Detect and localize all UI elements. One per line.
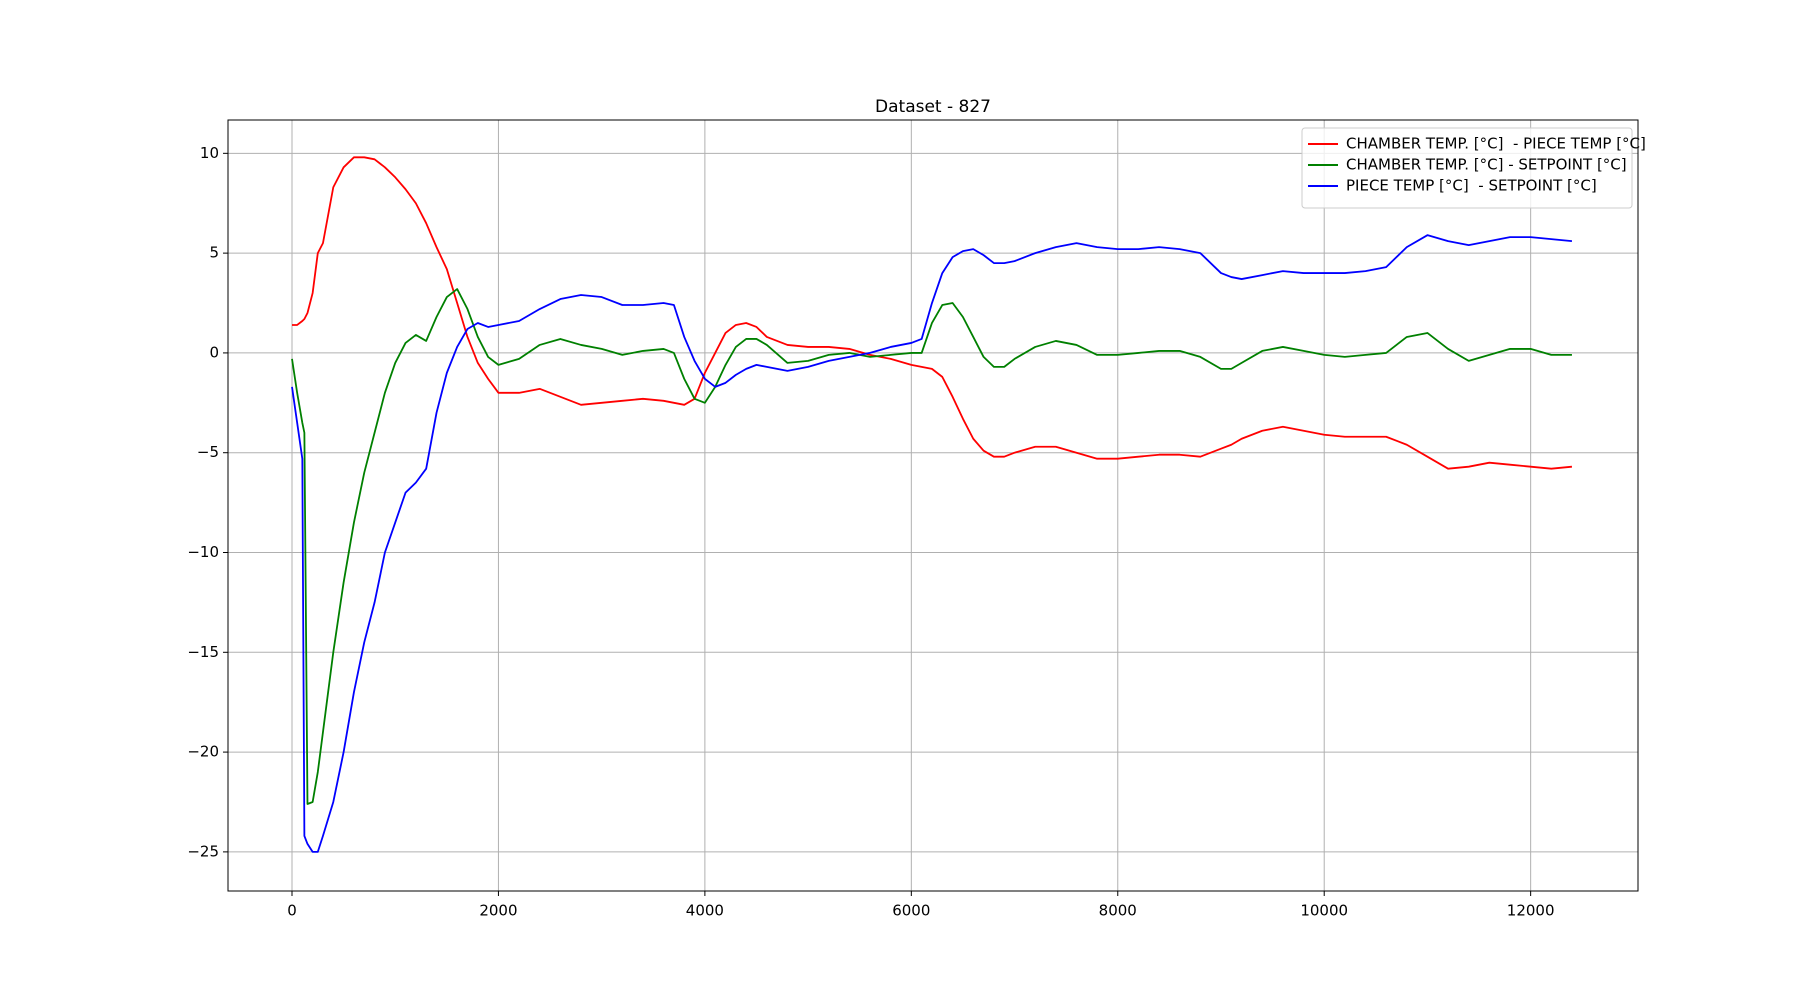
x-tick-label: 10000 bbox=[1300, 902, 1348, 920]
y-tick-label: −5 bbox=[197, 443, 219, 461]
y-tick-label: −20 bbox=[187, 743, 219, 761]
plot-frame bbox=[227, 119, 1639, 892]
data-line bbox=[291, 234, 1573, 853]
x-tick-label: 0 bbox=[287, 902, 297, 920]
data-line bbox=[292, 156, 1573, 470]
y-tick-label: −15 bbox=[187, 643, 219, 661]
x-tick-label: 4000 bbox=[686, 902, 724, 920]
y-tick-label: 5 bbox=[209, 244, 219, 262]
chart-title: Dataset - 827 bbox=[875, 97, 991, 117]
x-tick-label: 12000 bbox=[1507, 902, 1555, 920]
legend-label: CHAMBER TEMP. [°C] - SETPOINT [°C] bbox=[1346, 156, 1627, 174]
legend-box bbox=[1301, 127, 1633, 209]
y-tick-label: −25 bbox=[187, 842, 219, 860]
y-tick-label: −10 bbox=[187, 543, 219, 561]
y-tick-label: 10 bbox=[200, 144, 219, 162]
data-line bbox=[291, 288, 1572, 805]
x-tick-label: 8000 bbox=[1099, 902, 1137, 920]
x-tick-label: 2000 bbox=[479, 902, 517, 920]
legend: CHAMBER TEMP. [°C] - PIECE TEMP [°C] CHAM… bbox=[1301, 127, 1646, 209]
x-tick-label: 6000 bbox=[892, 902, 930, 920]
legend-label: PIECE TEMP [°C] - SETPOINT [°C] bbox=[1346, 177, 1597, 195]
legend-label: CHAMBER TEMP. [°C] - PIECE TEMP [°C] bbox=[1346, 135, 1646, 153]
y-tick-label: 0 bbox=[209, 343, 219, 361]
